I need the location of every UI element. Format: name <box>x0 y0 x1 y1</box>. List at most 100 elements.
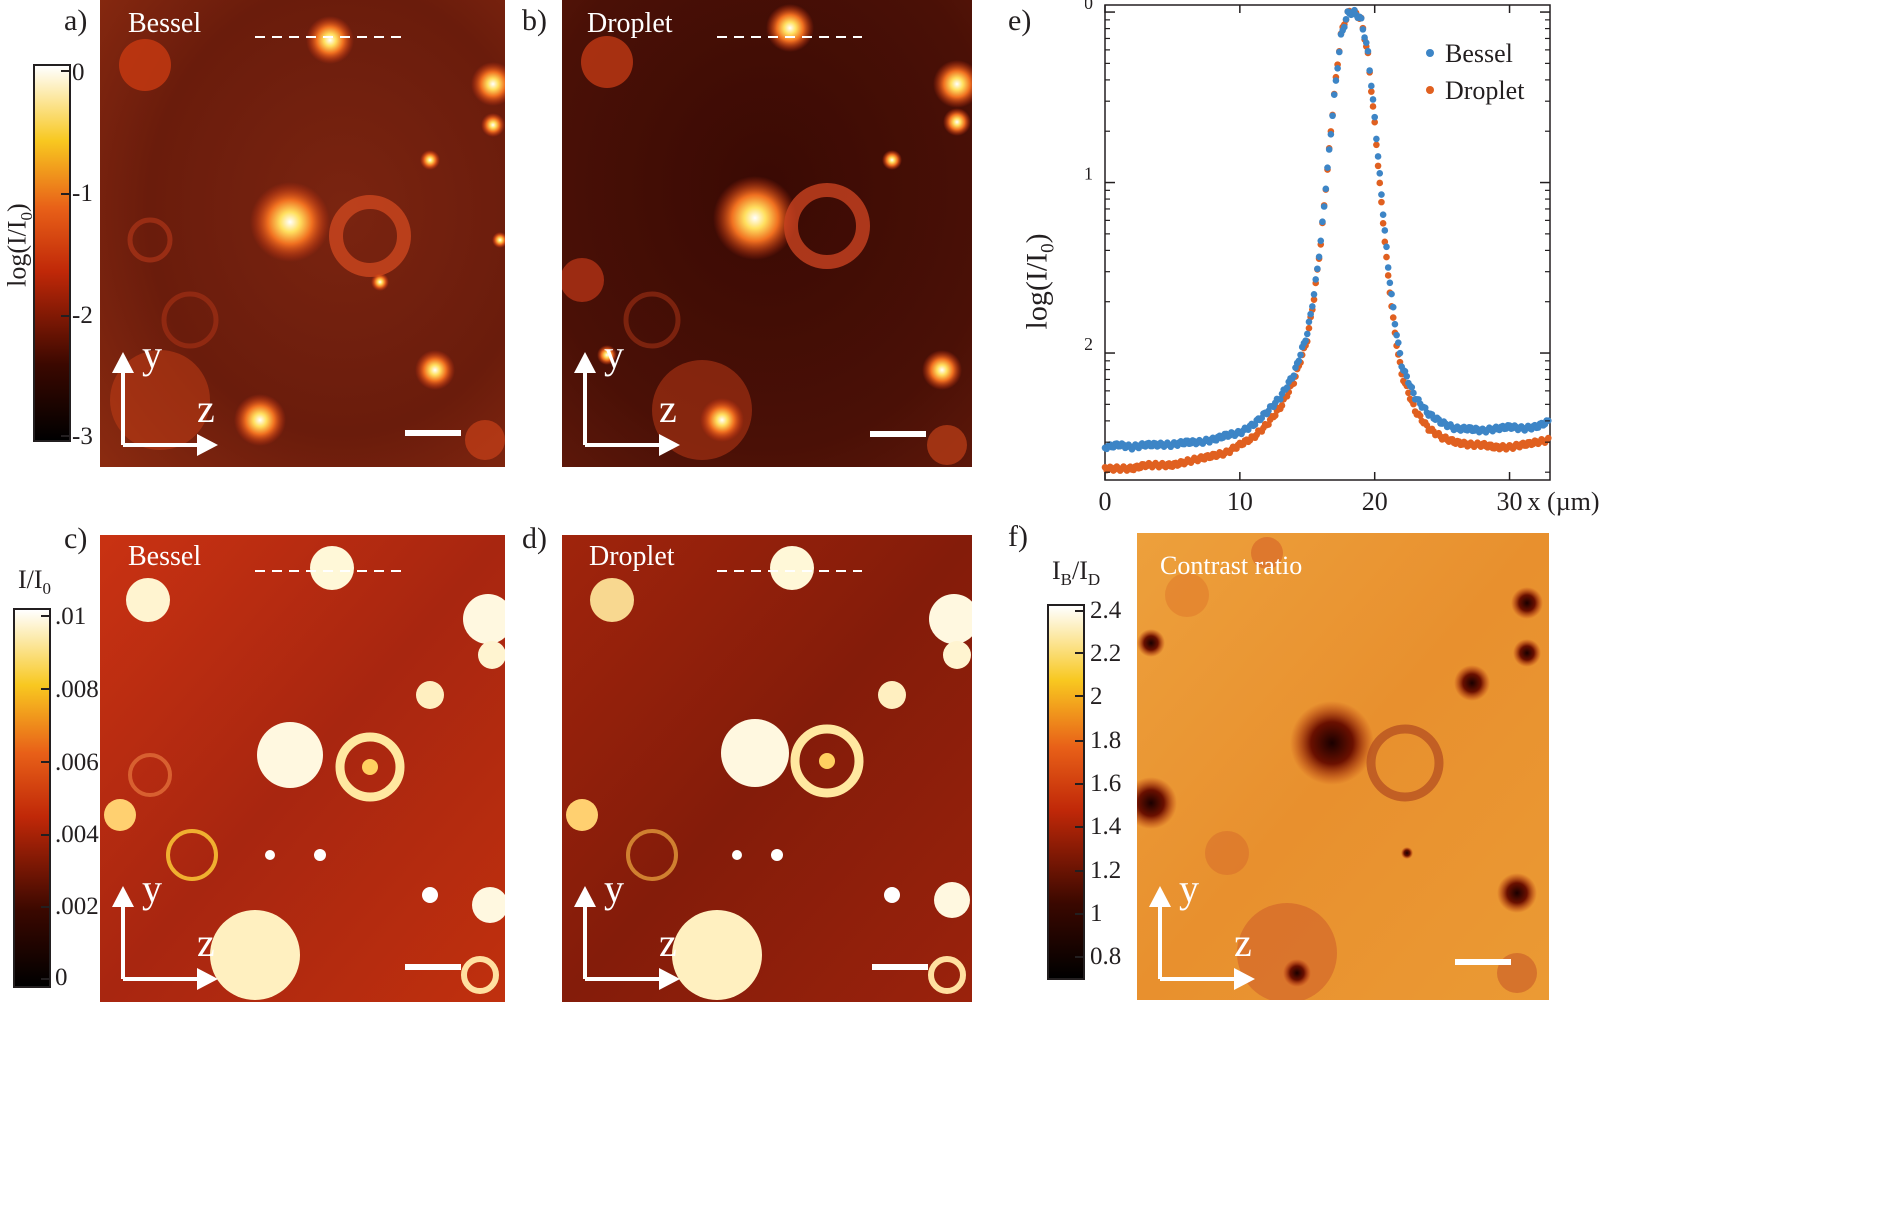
linear-colorbar-title: I/I0 <box>18 565 52 599</box>
panel-b-axes: y z <box>574 332 680 456</box>
data-point <box>1324 164 1331 171</box>
data-point <box>1341 23 1348 31</box>
data-point <box>1332 77 1340 84</box>
panel-d-axes: y z <box>574 866 680 990</box>
panel-f-axes: y z <box>1149 866 1255 990</box>
data-point <box>1408 383 1416 391</box>
data-point <box>1383 253 1390 261</box>
legend-label: Bessel <box>1445 39 1513 68</box>
chart-y-tick-label: 10-2 <box>1085 334 1093 370</box>
data-point <box>1371 113 1378 121</box>
panel-a-z-axis-label: z <box>197 386 215 431</box>
chart-x-axis-label: x (µm) <box>1528 487 1600 516</box>
data-point <box>1366 67 1373 74</box>
data-point <box>1330 91 1338 98</box>
legend-marker <box>1426 49 1434 57</box>
chart-frame <box>1104 4 1551 481</box>
series-bessel <box>1101 6 1552 453</box>
data-point <box>1384 272 1392 279</box>
linear-colorbar <box>13 608 51 988</box>
data-point <box>1378 198 1385 206</box>
data-point <box>1376 170 1384 177</box>
data-point <box>1357 14 1365 22</box>
chart-x-tick-label: 20 <box>1362 487 1388 516</box>
chart-y-tick-label: 10-1 <box>1085 164 1093 200</box>
panel-f-z-axis-label: z <box>1234 920 1252 965</box>
ratio-colorbar-tick: 1.2 <box>1090 857 1122 884</box>
data-point <box>1379 220 1387 227</box>
data-point <box>1327 131 1335 138</box>
data-point <box>1396 349 1404 357</box>
panel-c-title: Bessel <box>128 541 201 572</box>
data-point <box>1416 412 1424 420</box>
linear-colorbar-tick: .004 <box>55 821 99 848</box>
ratio-colorbar-tick: 1.8 <box>1090 727 1122 754</box>
ratio-colorbar-title: IB/ID <box>1052 556 1101 590</box>
data-point <box>1278 402 1286 409</box>
chart-y-axis-label: log(I/I0) <box>1020 233 1059 330</box>
data-point <box>1384 264 1392 271</box>
panel-f-label: f) <box>1008 520 1028 553</box>
panel-c-y-axis-label: y <box>142 866 162 911</box>
data-point <box>1362 39 1370 46</box>
ratio-colorbar-tick: 1.6 <box>1090 770 1122 797</box>
data-point <box>1310 296 1318 303</box>
panel-d-z-axis-label: z <box>659 920 677 965</box>
chart-x-tick-label: 0 <box>1099 487 1112 516</box>
panel-a-label: a) <box>64 4 88 37</box>
data-point <box>1271 412 1279 419</box>
data-point <box>1361 34 1368 41</box>
data-point <box>1310 291 1318 298</box>
chart-y-tick-label: 100 <box>1085 0 1093 29</box>
data-point <box>1388 290 1395 298</box>
data-point <box>1305 324 1313 332</box>
data-point <box>1389 303 1397 311</box>
data-point <box>1303 330 1311 338</box>
data-point <box>1373 141 1380 149</box>
panel-c-image: Bessel y z <box>100 535 505 1002</box>
panel-c-z-axis-label: z <box>197 920 215 965</box>
panel-b-title: Droplet <box>587 8 673 39</box>
data-point <box>1381 238 1389 246</box>
ratio-colorbar-tick: 1 <box>1090 900 1103 927</box>
data-point <box>1381 227 1389 234</box>
data-point <box>1302 337 1309 344</box>
data-point <box>1317 237 1325 245</box>
panel-b-image: Droplet y z <box>562 0 972 467</box>
panel-d-label: d) <box>522 522 547 555</box>
panel-a-axes: y z <box>112 332 218 456</box>
panel-e-label: e) <box>1008 4 1032 37</box>
panel-b-label: b) <box>522 4 547 37</box>
panel-d-y-axis-label: y <box>604 866 624 911</box>
data-point <box>1283 384 1291 391</box>
data-point <box>1378 191 1385 198</box>
data-point <box>1309 303 1316 310</box>
chart-x-tick-label: 10 <box>1227 487 1253 516</box>
legend-marker <box>1426 86 1434 94</box>
data-point <box>1394 339 1402 346</box>
chart-x-tick-label: 30 <box>1497 487 1523 516</box>
data-point <box>1312 276 1320 283</box>
panel-b-scale-bar <box>870 431 926 437</box>
log-colorbar-tick: -1 <box>72 180 93 207</box>
data-point <box>1319 218 1326 226</box>
data-point <box>1335 48 1343 56</box>
ratio-colorbar-tick: 0.8 <box>1090 943 1122 970</box>
ratio-colorbar-tick: 2 <box>1090 683 1103 710</box>
ratio-colorbar-tick: 2.2 <box>1090 640 1122 667</box>
log-colorbar <box>33 64 71 442</box>
panel-e-chart: 0 10 20 30x (µm) 100 10-1 10-2 Bessel Droplet <box>1085 0 1600 516</box>
panel-c-label: c) <box>64 522 88 555</box>
linear-colorbar-tick: .01 <box>55 603 87 630</box>
data-point <box>1334 65 1341 72</box>
data-point <box>1371 118 1378 126</box>
data-point <box>1383 243 1390 251</box>
panel-d-features <box>566 546 972 1000</box>
data-point <box>1314 265 1321 273</box>
ratio-colorbar-tick: 2.4 <box>1090 597 1122 624</box>
data-point <box>1320 203 1328 210</box>
log-colorbar-tick: -2 <box>72 302 93 329</box>
panel-a-title: Bessel <box>128 8 201 39</box>
panel-a-image: Bessel y z <box>100 0 505 467</box>
data-point <box>1277 395 1284 403</box>
